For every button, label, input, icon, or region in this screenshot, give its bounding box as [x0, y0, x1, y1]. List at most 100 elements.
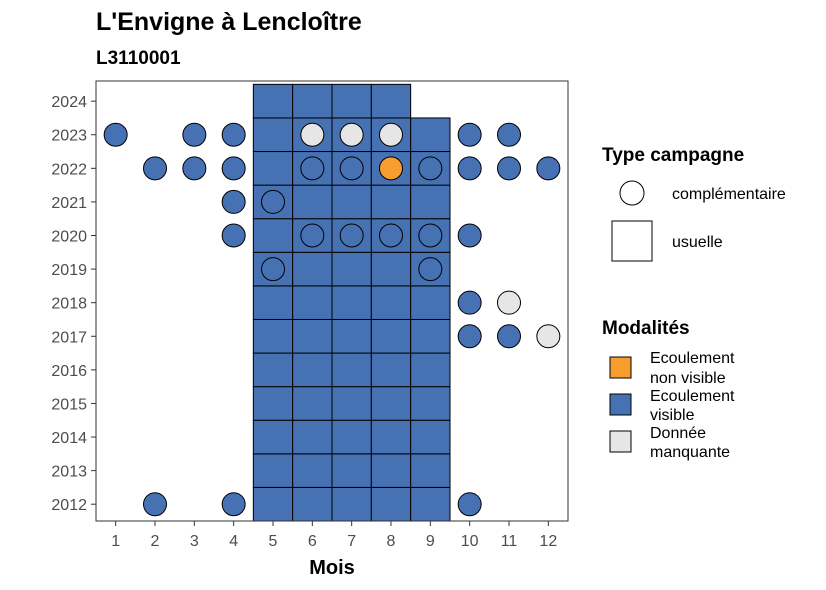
- y-tick-label-2014: 2014: [51, 430, 87, 447]
- point-2020-7: [339, 223, 364, 248]
- tile-2014-9: [410, 419, 451, 455]
- y-tick-label-2023: 2023: [51, 128, 87, 145]
- legend-label-manquante-line2: manquante: [650, 444, 730, 461]
- x-tick-label-2: 2: [151, 533, 160, 550]
- tile-2021-8: [370, 184, 412, 220]
- point-2023-3: [182, 122, 207, 147]
- usuelle-tiles: [252, 83, 451, 522]
- y-tick-label-2024: 2024: [51, 94, 87, 111]
- x-tick-label-11: 11: [501, 533, 518, 550]
- tile-2014-7: [331, 419, 372, 455]
- tile-2016-6: [292, 352, 333, 388]
- tile-2013-5: [252, 453, 294, 488]
- tile-2017-8: [370, 318, 412, 354]
- tile-2014-6: [292, 419, 333, 455]
- legend-circle-swatch: [619, 180, 645, 206]
- tile-2012-7: [331, 486, 372, 522]
- point-2020-6: [300, 223, 325, 248]
- tile-2014-5: [252, 419, 294, 455]
- legend-type-title: Type campagne: [602, 145, 744, 166]
- tile-2018-7: [331, 285, 372, 320]
- tile-2017-7: [331, 318, 372, 354]
- y-tick-label-2018: 2018: [51, 296, 87, 313]
- tile-2020-5: [252, 218, 294, 253]
- x-tick-label-5: 5: [269, 533, 278, 550]
- tile-2012-9: [410, 486, 451, 522]
- x-tick-label-12: 12: [539, 533, 557, 550]
- point-2019-5: [261, 257, 285, 282]
- legend-swatch-non-visible: [609, 356, 632, 379]
- y-tick-label-2021: 2021: [51, 195, 87, 212]
- tile-2017-5: [252, 318, 294, 354]
- tile-2018-5: [252, 285, 294, 320]
- y-axis: 2012 2013 2014 2015 2016 2017 2018 2019 2020 2021…: [51, 94, 96, 514]
- chart-subtitle: L3110001: [96, 48, 181, 69]
- point-2012-10: [457, 492, 482, 517]
- legend-modalites-title: Modalités: [602, 318, 690, 339]
- point-2022-9: [418, 156, 443, 181]
- tile-2018-6: [292, 285, 333, 320]
- x-tick-label-10: 10: [461, 533, 479, 550]
- x-axis-label: Mois: [309, 557, 355, 579]
- legend-label-visible-line2: visible: [650, 407, 695, 424]
- y-tick-label-2022: 2022: [51, 161, 87, 178]
- x-tick-label-1: 1: [111, 533, 120, 550]
- point-2023-4: [221, 122, 246, 147]
- tile-2015-7: [331, 386, 372, 421]
- point-2023-7: [339, 122, 364, 147]
- tile-2012-8: [370, 486, 412, 522]
- tile-2018-9: [410, 285, 451, 320]
- point-2020-8: [379, 223, 403, 248]
- tile-2016-9: [410, 352, 451, 388]
- point-2022-3: [182, 156, 207, 181]
- x-tick-label-9: 9: [426, 533, 435, 550]
- tile-2023-9: [410, 117, 451, 153]
- tile-2024-6: [292, 83, 333, 119]
- point-2022-10: [457, 156, 482, 181]
- y-tick-label-2013: 2013: [51, 464, 87, 481]
- x-tick-label-6: 6: [308, 533, 317, 550]
- tile-2016-7: [331, 352, 372, 388]
- tile-2024-8: [370, 83, 412, 119]
- point-2020-4: [221, 223, 246, 248]
- legend-swatch-visible: [609, 393, 632, 416]
- legend-label-non-visible-line1: Ecoulement: [650, 350, 735, 367]
- point-2023-6: [300, 122, 325, 147]
- point-2012-2: [143, 492, 167, 517]
- tile-2012-5: [252, 486, 294, 522]
- point-2022-12: [536, 156, 561, 181]
- tile-2013-8: [370, 453, 412, 488]
- tile-2015-5: [252, 386, 294, 421]
- y-tick-label-2012: 2012: [51, 497, 87, 514]
- point-2017-11: [497, 324, 521, 349]
- point-2023-11: [497, 122, 521, 147]
- x-tick-label-4: 4: [229, 533, 238, 550]
- point-2022-6: [300, 156, 325, 181]
- x-tick-label-3: 3: [190, 533, 199, 550]
- legend-swatch-manquante: [609, 430, 632, 453]
- legend-label-non-visible-line2: non visible: [650, 370, 726, 387]
- y-tick-label-2020: 2020: [51, 229, 87, 246]
- y-tick-label-2015: 2015: [51, 396, 87, 413]
- point-2018-10: [457, 290, 482, 315]
- legend-modalites: Modalités Ecoulement non visible Ecoulem…: [602, 318, 735, 461]
- point-2018-11: [497, 290, 521, 315]
- chart-title: L'Envigne à Lencloître: [96, 8, 362, 36]
- tile-2013-6: [292, 453, 333, 488]
- point-2022-4: [221, 156, 246, 181]
- point-2023-10: [457, 122, 482, 147]
- tile-2022-5: [252, 151, 294, 186]
- legend-square-swatch: [611, 220, 653, 262]
- legend-type-campagne: Type campagne complémentaire usuelle: [602, 145, 786, 262]
- tile-2013-9: [410, 453, 451, 488]
- tile-2017-6: [292, 318, 333, 354]
- tile-2019-6: [292, 251, 333, 287]
- complementaire-points: [103, 122, 561, 517]
- point-2022-11: [497, 156, 521, 181]
- legend-type-label-usuelle: usuelle: [672, 234, 723, 251]
- tile-2021-7: [331, 184, 372, 220]
- tile-2016-5: [252, 352, 294, 388]
- x-axis: 1 2 3 4 5 6 7 8 9 10 11 12: [111, 521, 557, 550]
- tile-2015-9: [410, 386, 451, 421]
